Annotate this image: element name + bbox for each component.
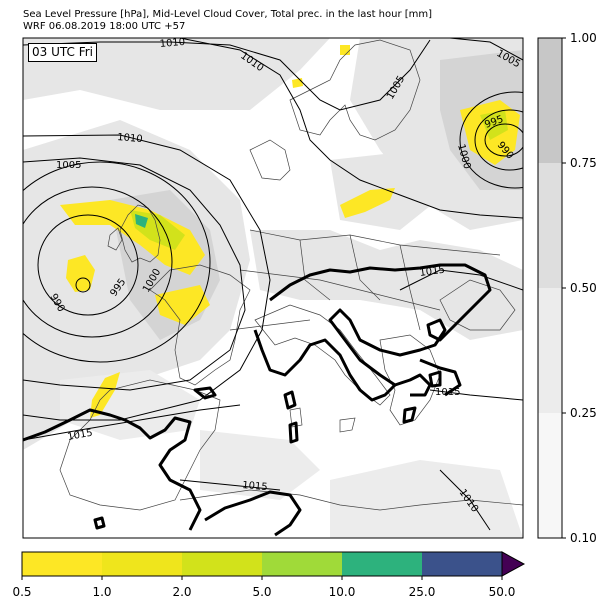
country-border: [249, 229, 501, 256]
precipitation-layer: [60, 45, 520, 418]
map-panel: 1010 1010 1005 1005 1010 1005 990 995 10…: [22, 37, 524, 539]
isobar-1015: [253, 329, 397, 402]
isobar: [23, 39, 431, 111]
cloud-area: [250, 230, 523, 340]
country-border: [239, 269, 441, 311]
isobar-1015: [283, 390, 297, 410]
isobar-1015: [428, 370, 442, 388]
cloud-tick-label: 0.75: [570, 156, 597, 170]
country-border: [229, 319, 311, 331]
precip-area: [340, 45, 350, 55]
precip-tick-label: 1.0: [92, 585, 111, 599]
country-border: [299, 239, 331, 301]
isobar-label: 1015: [242, 480, 268, 493]
isobar-1015: [193, 386, 217, 400]
isobars-1015: [23, 263, 492, 537]
isobar: [429, 389, 523, 401]
isobar: [474, 109, 523, 171]
isobar: [75, 277, 91, 293]
cloud-colorbar-segment: [538, 413, 562, 538]
precip-area: [135, 214, 148, 228]
precip-tick-label: 10.0: [329, 585, 356, 599]
country-border: [399, 244, 421, 331]
precip-colorbar-segment: [262, 552, 342, 576]
isobar-label: 1015: [435, 387, 460, 398]
isobar: [179, 38, 523, 219]
coastline: [339, 417, 356, 433]
map-frame: [22, 37, 524, 539]
isobar: [179, 479, 281, 491]
cloud-tick-label: 0.10: [570, 531, 597, 545]
cloud-tick-label: 1.00: [570, 31, 597, 45]
chart-subtitle: WRF 06.08.2019 18:00 UTC +57: [23, 21, 186, 32]
isobar-1015: [402, 406, 417, 424]
coastline: [149, 264, 251, 386]
precip-colorbar-extend-arrow: [501, 551, 526, 577]
isobar: [439, 469, 491, 531]
isobar-label: 1010: [159, 37, 185, 50]
isobar: [23, 161, 211, 363]
precip-tick-label: 5.0: [252, 585, 271, 599]
precip-colorbar-segment: [342, 552, 422, 576]
coastline: [249, 139, 291, 181]
coastline: [289, 407, 303, 428]
isobar: [23, 134, 271, 421]
precip-tick-label: 0.5: [12, 585, 31, 599]
isobar-label: 1015: [67, 428, 94, 443]
isobar: [449, 38, 523, 61]
precip-area: [340, 188, 395, 218]
isobar: [484, 123, 523, 157]
cloud-colorbar-segment: [538, 38, 562, 163]
isobar-1015: [93, 516, 106, 530]
coastline: [119, 204, 161, 263]
isobar-1015: [269, 263, 492, 397]
coastline: [254, 304, 391, 406]
chart-title: Sea Level Pressure [hPa], Mid-Level Clou…: [23, 9, 433, 20]
isobar: [399, 269, 523, 291]
isobar-1015: [288, 421, 299, 444]
precip-colorbar-segment: [22, 552, 102, 576]
isobar-label: 1015: [419, 265, 446, 279]
precip-colorbar-segment: [422, 552, 502, 576]
cloud-colorbar-segment: [538, 163, 562, 288]
cloud-area: [200, 430, 320, 500]
coastline: [179, 489, 523, 511]
isobar: [37, 214, 139, 316]
isobar: [23, 157, 246, 391]
precip-area: [155, 285, 210, 325]
isobar: [23, 186, 173, 338]
coastline: [289, 39, 421, 141]
precip-tick-label: 25.0: [409, 585, 436, 599]
precip-tick-label: 50.0: [489, 585, 516, 599]
cloud-colorbar: 1.00 0.75 0.50 0.25 0.10: [537, 31, 597, 545]
isobar-label: 1010: [117, 132, 143, 145]
coastline: [439, 279, 516, 331]
precip-colorbar-segment: [182, 552, 262, 576]
cloud-area: [23, 38, 330, 110]
valid-time-label: 03 UTC Fri: [28, 43, 97, 62]
isobar: [23, 404, 241, 441]
precip-colorbar-segment: [102, 552, 182, 576]
precip-area: [66, 255, 95, 292]
isobars: [23, 38, 523, 531]
isobar-1015: [204, 490, 302, 537]
precip-tick-label: 2.0: [172, 585, 191, 599]
precip-colorbar: 0.5 1.0 2.0 5.0 10.0 25.0 50.0: [12, 551, 526, 599]
isobar-1015: [419, 358, 462, 397]
precip-area: [60, 200, 205, 275]
cloud-tick-label: 0.50: [570, 281, 597, 295]
coastline: [107, 227, 123, 251]
isobar-1015: [23, 408, 202, 531]
cloud-area: [330, 460, 523, 538]
cloud-colorbar-segment: [538, 288, 562, 413]
isobar: [459, 91, 523, 189]
cloud-tick-label: 0.25: [570, 406, 597, 420]
isobar-label: 1005: [56, 160, 81, 171]
